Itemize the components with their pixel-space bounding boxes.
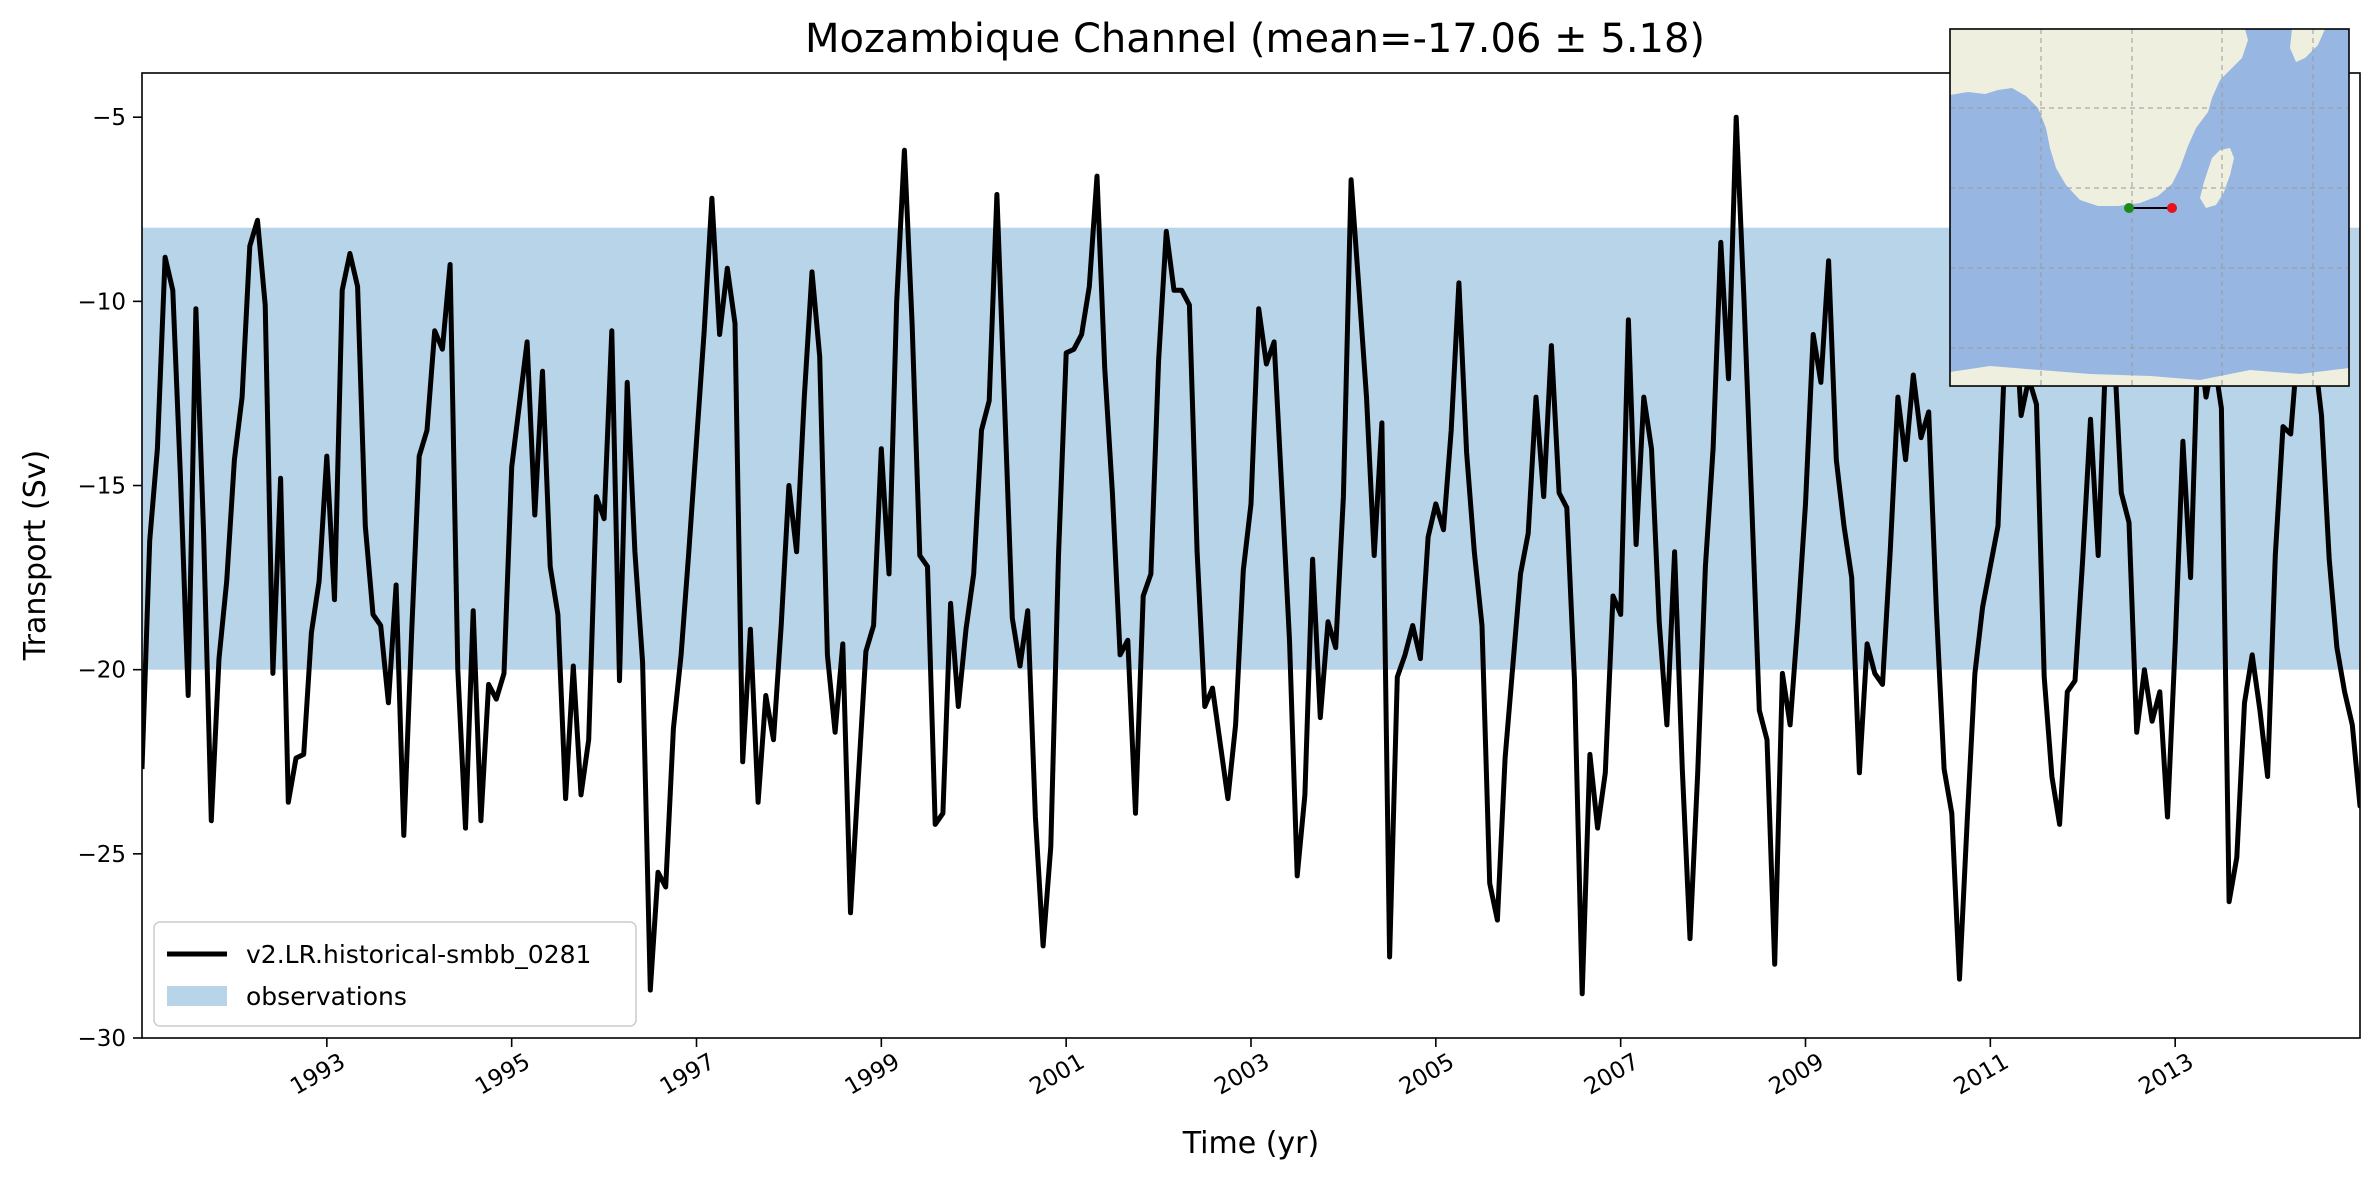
map-section-start [2124, 203, 2134, 213]
map-section-end [2167, 203, 2177, 213]
legend-box [153, 921, 637, 1027]
y-tick-label: −25 [77, 842, 126, 868]
map-arabia [2290, 29, 2325, 62]
y-tick-label: −15 [77, 474, 126, 500]
y-tick-label: −5 [92, 105, 126, 131]
map-frame [1949, 28, 2350, 387]
inset-map [1949, 28, 2350, 387]
y-tick-label: −10 [77, 289, 126, 315]
legend: v2.LR.historical-smbb_0281 observations [153, 921, 637, 1027]
legend-label-observations: observations [246, 982, 407, 1011]
legend-band-swatch [167, 986, 227, 1006]
y-axis: −30 −25 −20 −15 −10 −5 [77, 105, 142, 1052]
chart-title: Mozambique Channel (mean=-17.06 ± 5.18) [805, 16, 1705, 62]
series-line-0 [142, 114, 2360, 997]
y-tick-label: −30 [77, 1026, 126, 1052]
map-gridlines [1950, 29, 2349, 386]
series-layer [142, 114, 2360, 997]
x-axis-label: Time (yr) [1182, 1126, 1319, 1161]
map-antarctica [1950, 366, 2349, 386]
map-madagascar [2200, 148, 2234, 208]
y-axis-label: Transport (Sv) [18, 450, 53, 662]
y-tick-label: −20 [77, 658, 126, 684]
map-africa [1950, 29, 2248, 206]
legend-label-series: v2.LR.historical-smbb_0281 [246, 940, 591, 969]
